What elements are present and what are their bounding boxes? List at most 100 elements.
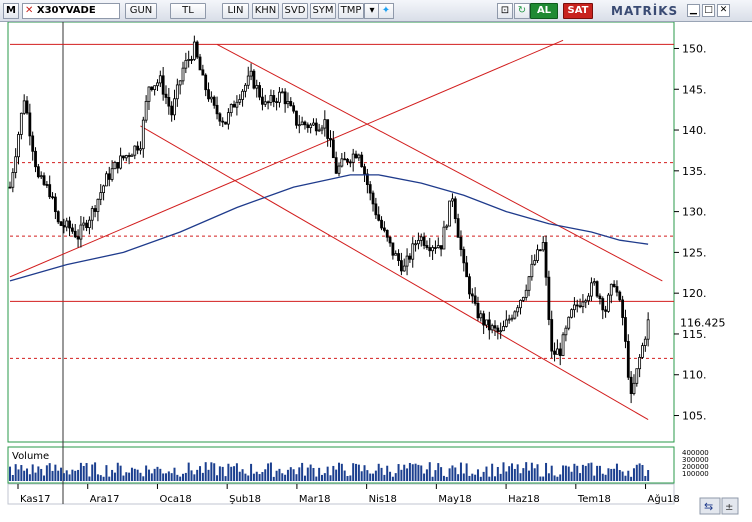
sym-button[interactable]: SYM (310, 3, 336, 19)
candle-body (255, 85, 259, 89)
symbol-field[interactable]: ✕ X30YVADE (22, 3, 120, 19)
volume-bar (355, 463, 358, 481)
candle-body (567, 316, 571, 329)
zoom-icon[interactable]: ± (721, 497, 739, 515)
minimize-icon[interactable]: ▁ (687, 4, 700, 17)
candle-body (496, 327, 500, 332)
volume-bar (301, 462, 304, 481)
volume-bar (335, 469, 338, 481)
volume-bar (26, 468, 29, 481)
volume-axis-label: 300000 (682, 456, 709, 464)
candle-body (51, 196, 54, 199)
price-candles (8, 35, 650, 404)
restore-icon[interactable]: □ (702, 4, 715, 17)
candle-body (164, 93, 168, 98)
volume-bar (332, 465, 335, 481)
candle-body (65, 220, 69, 228)
close-icon[interactable]: ✕ (717, 4, 730, 17)
candle-body (615, 286, 619, 293)
volume-bar (457, 474, 460, 481)
chart-tool-icon[interactable]: ⇆ (699, 497, 721, 515)
buy-button[interactable]: AL (530, 3, 558, 19)
currency-button[interactable]: TL (170, 3, 206, 19)
candle-body (329, 138, 332, 141)
period-button[interactable]: GUN (125, 3, 157, 19)
svd-button[interactable]: SVD (282, 3, 308, 19)
volume-bar (377, 463, 380, 481)
candle-body (62, 225, 66, 228)
y-tick-label: 115. (682, 328, 707, 341)
x-axis-frame (7, 483, 675, 505)
volume-bar (451, 465, 454, 481)
candle-body (261, 96, 264, 105)
candle-body (96, 198, 100, 212)
volume-bar (593, 475, 596, 481)
candle-body (465, 262, 469, 278)
volume-bar (88, 476, 91, 481)
candle-body (59, 221, 63, 226)
candle-body (419, 236, 423, 241)
candle-body (246, 75, 250, 86)
candle-body (56, 211, 60, 223)
candle-body (490, 325, 494, 331)
candle-body (422, 236, 426, 246)
candle-body (573, 304, 576, 311)
candle-body (434, 247, 437, 249)
khn-button[interactable]: KHN (252, 3, 279, 19)
volume-bar (292, 469, 295, 481)
volume-bar (17, 469, 20, 481)
price-plot-frame (7, 22, 675, 443)
volume-bar (581, 464, 584, 481)
volume-bar (564, 465, 567, 481)
chart-canvas[interactable]: 105. 110. 115. 120. 125. 130. 135. 140. 145. 150.… (0, 22, 752, 522)
volume-bar (505, 471, 508, 481)
candle-body (8, 186, 12, 189)
candle-body (272, 95, 276, 102)
candle-body (462, 249, 466, 264)
volume-bar (511, 463, 514, 481)
y-tick-label: 125. (682, 246, 707, 259)
volume-bar (590, 462, 593, 481)
volume-bar (193, 474, 196, 481)
volume-bar (230, 466, 233, 481)
y-tick-label: 150. (682, 42, 707, 55)
candle-body (553, 350, 556, 355)
candle-body (110, 168, 114, 180)
volume-bar (201, 472, 204, 481)
close-symbol-icon[interactable]: ✕ (25, 5, 34, 16)
candle-body (232, 104, 236, 108)
template-button[interactable]: TMP (338, 3, 364, 19)
volume-bar (40, 468, 43, 481)
x-tick-label: Kas17 (20, 494, 50, 505)
volume-bar (139, 472, 142, 481)
volume-bar (312, 467, 315, 481)
volume-bar (213, 463, 216, 481)
candle-body (445, 225, 449, 228)
volume-bar (147, 469, 150, 481)
volume-bar (295, 474, 298, 481)
volume-bar (338, 462, 340, 481)
volume-bar (618, 470, 621, 481)
volume-bar (372, 473, 375, 481)
menu-icon[interactable]: M (3, 3, 19, 19)
candle-body (638, 356, 642, 370)
candle-body (286, 101, 290, 105)
candle-body (28, 112, 32, 137)
volume-bar (400, 469, 403, 481)
candle-body (119, 155, 123, 169)
volume-bar (74, 470, 77, 481)
linear-scale-button[interactable]: LIN (222, 3, 249, 19)
candle-body (116, 162, 120, 169)
volume-bar (440, 467, 443, 481)
sell-button[interactable]: SAT (563, 3, 593, 19)
pin-icon[interactable]: ⊡ (497, 3, 513, 19)
refresh-icon[interactable]: ↻ (514, 3, 530, 19)
volume-bar (184, 472, 187, 481)
volume-bar (176, 474, 179, 481)
candle-body (550, 319, 554, 352)
volume-bar (389, 471, 392, 481)
candle-body (235, 101, 239, 108)
twitter-icon[interactable]: ✦ (378, 3, 394, 19)
volume-bar (493, 476, 496, 481)
candle-body (278, 91, 281, 103)
